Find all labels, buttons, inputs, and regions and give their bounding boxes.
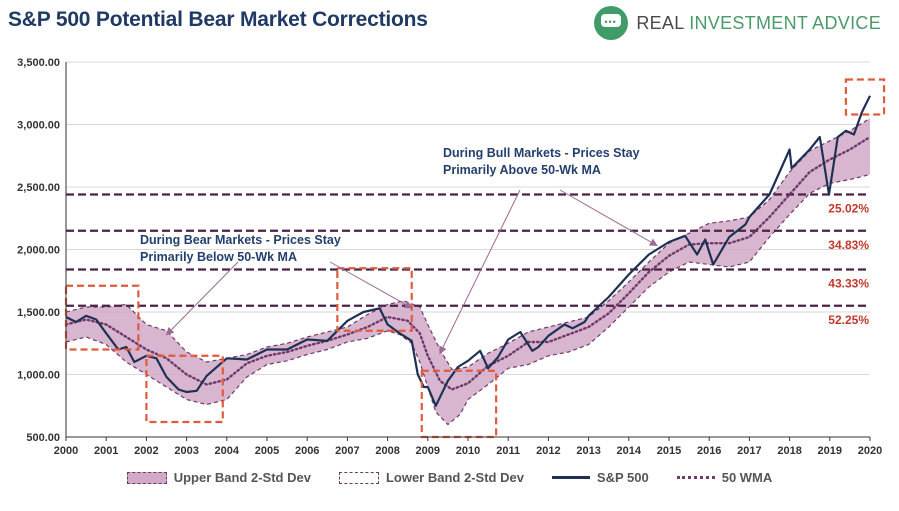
legend-wma: 50 WMA <box>676 470 773 485</box>
x-tick-label: 2000 <box>54 445 78 457</box>
x-tick-label: 2002 <box>134 445 158 457</box>
correction-level-label: 34.83% <box>828 238 869 252</box>
correction-level-label: 43.33% <box>828 277 869 291</box>
page-title: S&P 500 Potential Bear Market Correction… <box>8 8 428 31</box>
brand-name-part1: REAL <box>636 12 690 33</box>
x-tick-label: 2018 <box>777 445 801 457</box>
annotation-text-line: Primarily Above 50-Wk MA <box>443 163 601 177</box>
x-tick-label: 2011 <box>496 445 520 457</box>
wma-50-line <box>64 135 872 391</box>
sp500-line <box>65 95 871 407</box>
legend-wma-label: 50 WMA <box>721 470 773 485</box>
x-tick-label: 2009 <box>416 445 440 457</box>
brand-logo: ••• REAL INVESTMENT ADVICE <box>594 6 881 40</box>
legend-lower-band: Lower Band 2-Std Dev <box>338 470 524 485</box>
x-tick-label: 2008 <box>375 445 399 457</box>
y-tick-label: 1,500.00 <box>17 307 60 319</box>
x-tick-label: 2012 <box>536 445 560 457</box>
x-tick-label: 2013 <box>576 445 600 457</box>
x-tick-label: 2017 <box>737 445 761 457</box>
x-tick-label: 2006 <box>295 445 319 457</box>
x-tick-label: 2020 <box>858 445 882 457</box>
highlight-box <box>145 354 224 424</box>
legend-sp500-label: S&P 500 <box>596 470 649 485</box>
annotation-text-line: During Bear Markets - Prices Stay <box>140 233 341 247</box>
chat-bubble-icon: ••• <box>594 6 629 40</box>
x-tick-label: 2001 <box>94 445 118 457</box>
brand-name-part2: INVESTMENT ADVICE <box>689 12 881 33</box>
x-tick-label: 2015 <box>657 445 681 457</box>
y-tick-label: 500.00 <box>26 432 60 444</box>
x-tick-label: 2010 <box>456 445 480 457</box>
legend: Upper Band 2-Std Dev Lower Band 2-Std De… <box>0 470 899 485</box>
y-tick-label: 2,000.00 <box>17 245 60 257</box>
annotation-text-line: Primarily Below 50-Wk MA <box>140 250 297 264</box>
x-tick-label: 2005 <box>255 445 279 457</box>
lower-band-line <box>65 173 871 426</box>
correction-level-label: 52.25% <box>828 313 869 327</box>
brand-name: REAL INVESTMENT ADVICE <box>636 13 881 34</box>
legend-upper-band-swatch <box>126 471 167 484</box>
legend-upper-band-label: Upper Band 2-Std Dev <box>173 470 311 485</box>
annotation-arrow <box>165 261 239 336</box>
annotation-arrow <box>329 261 413 309</box>
highlight-box <box>64 284 140 351</box>
upper-band-line <box>65 117 871 371</box>
highlight-box <box>844 78 886 116</box>
annotation-arrow <box>439 189 521 355</box>
annotation-text-line: During Bull Markets - Prices Stay <box>443 146 640 160</box>
x-tick-label: 2004 <box>215 445 240 457</box>
x-tick-label: 2014 <box>617 445 642 457</box>
legend-lower-band-swatch <box>338 471 379 484</box>
highlight-box <box>336 267 413 332</box>
y-tick-label: 1,000.00 <box>17 370 60 382</box>
legend-wma-swatch <box>676 476 715 479</box>
x-tick-label: 2016 <box>697 445 721 457</box>
legend-sp500-swatch <box>551 476 590 479</box>
legend-lower-band-label: Lower Band 2-Std Dev <box>385 470 524 485</box>
volatility-band-fill <box>66 118 870 425</box>
annotation-arrow <box>559 189 658 246</box>
correction-level-label: 25.02% <box>828 202 869 216</box>
legend-sp500: S&P 500 <box>551 470 649 485</box>
x-tick-label: 2007 <box>335 445 359 457</box>
legend-upper-band: Upper Band 2-Std Dev <box>126 470 311 485</box>
x-tick-label: 2019 <box>818 445 842 457</box>
x-tick-label: 2003 <box>174 445 198 457</box>
y-tick-label: 3,000.00 <box>17 120 60 132</box>
y-tick-label: 2,500.00 <box>17 182 60 194</box>
y-tick-label: 3,500.00 <box>17 57 60 69</box>
